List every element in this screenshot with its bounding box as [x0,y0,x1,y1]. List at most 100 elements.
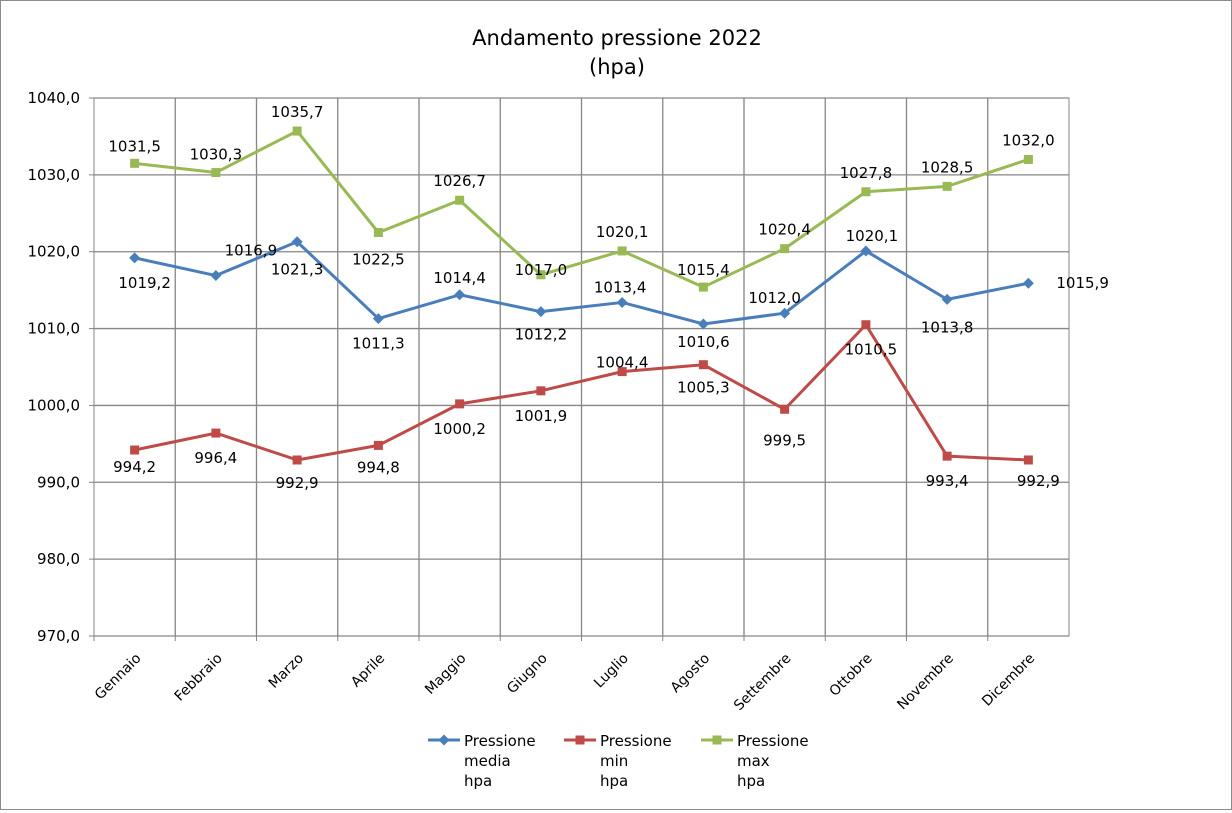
legend: PressionemediahpaPressioneminhpaPression… [428,732,809,790]
data-point-media [291,236,303,248]
data-label-min: 994,2 [113,458,156,476]
data-point-max [698,282,708,292]
data-label-min: 992,9 [1017,472,1060,490]
data-label-max: 1032,0 [1002,131,1055,149]
data-label-min: 1004,4 [596,354,649,372]
y-tick-label: 1020,0 [28,243,81,261]
data-point-max [373,228,383,237]
series-line-max [134,129,1029,289]
legend-label: hpa [464,772,492,790]
data-label-min: 992,9 [276,474,319,492]
x-tick-label: Agosto [668,651,714,697]
data-label-min: 994,8 [357,458,400,476]
legend-swatch-marker [438,734,450,746]
data-label-media: 1016,9 [225,242,278,260]
x-tick-label: Luglio [591,651,632,692]
chart-title-line-1: Andamento pressione 2022 [472,26,762,50]
data-label-min: 1005,3 [677,379,730,397]
data-label-max: 1015,4 [677,261,730,279]
y-tick-label: 1000,0 [28,396,81,414]
chart-title-line-2: (hpa) [589,55,645,79]
y-tick-label: 1030,0 [28,166,81,184]
legend-swatch-marker [575,735,585,745]
legend-label: hpa [600,772,628,790]
series-max [130,126,1033,292]
data-label-max: 1020,1 [596,223,649,241]
legend-item-max: Pressione max hpa [701,732,809,790]
data-label-max: 1027,8 [840,164,893,182]
series-layer [129,126,1034,465]
data-label-media: 1020,1 [846,227,899,245]
data-point-media [941,293,953,305]
data-point-max [211,168,221,178]
data-label-min: 1000,2 [433,420,486,438]
data-point-max [130,158,140,168]
y-tick-label: 980,0 [37,550,80,568]
data-point-max [536,270,546,280]
data-point-min [536,386,546,396]
data-point-media [1022,277,1034,289]
chart-title: Andamento pressione 2022 (hpa) [472,26,762,79]
data-point-media [535,306,547,318]
data-label-max: 1017,0 [515,261,568,279]
data-label-max: 1026,7 [433,172,486,190]
data-point-min [130,445,140,455]
data-point-min [861,320,871,330]
data-point-media [616,296,628,308]
data-point-media [372,313,384,325]
data-point-media [210,270,222,282]
data-label-media: 1013,4 [594,278,647,296]
x-tick-label: Marzo [266,651,307,692]
grid [93,97,1070,637]
x-tick-label: Giugno [504,651,551,698]
legend-label: media [464,752,511,770]
data-label-max: 1022,5 [352,251,405,269]
x-tick-label: Febbraio [172,651,226,705]
data-point-min [211,428,221,438]
data-point-max [292,126,302,136]
data-point-media [779,307,791,319]
x-tick-label: Ottobre [827,651,876,700]
data-label-media: 1012,2 [515,326,568,344]
legend-label: Pressione [737,732,809,750]
data-label-max: 1035,7 [271,103,324,121]
data-point-min [698,360,708,370]
data-point-min [455,399,465,409]
data-point-max [617,246,627,256]
data-point-min [1023,455,1033,465]
y-tick-label: 1040,0 [28,89,81,107]
data-point-min [292,455,302,465]
x-tick-label: Maggio [422,651,469,698]
x-axis: Gennaio Febbraio Marzo Aprile Maggio Giugno Lu… [92,636,1038,714]
data-point-media [454,289,466,301]
data-label-media: 1021,3 [271,261,324,279]
data-point-min [373,440,383,450]
data-label-max: 1028,5 [921,158,974,176]
data-point-min [617,367,627,377]
y-tick-label: 970,0 [37,627,80,645]
legend-swatch-marker [712,735,722,745]
legend-label: max [737,752,770,770]
data-label-max: 1020,4 [758,221,811,239]
data-point-media [860,245,872,257]
series-min [130,320,1033,465]
data-point-min [942,451,952,461]
legend-item-min: Pressione min hpa [564,732,672,790]
series-line-min [134,323,1029,462]
data-label-min: 999,5 [763,431,806,449]
data-point-max [861,187,871,197]
data-label-max: 1031,5 [108,137,161,155]
data-label-media: 1015,9 [1056,274,1109,292]
data-point-max [455,195,465,205]
legend-label: Pressione [464,732,536,750]
legend-label: min [600,752,628,770]
data-label-media: 1012,0 [748,289,801,307]
data-label-media: 1014,4 [433,269,486,287]
data-label-max: 1030,3 [190,146,243,164]
x-tick-label: Aprile [348,651,388,691]
data-label-media: 1013,8 [921,318,974,336]
data-label-min: 1010,5 [845,341,898,359]
data-label-min: 996,4 [194,449,237,467]
x-tick-label: Novembre [894,651,957,714]
